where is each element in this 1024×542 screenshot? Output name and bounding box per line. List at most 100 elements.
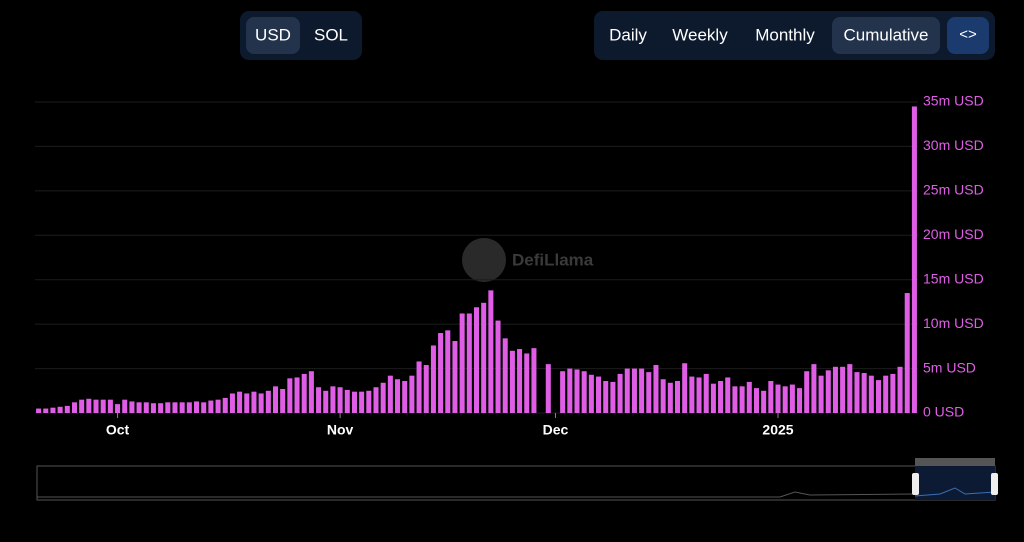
usd-button[interactable]: USD <box>255 25 291 44</box>
bar <box>237 391 243 413</box>
bar <box>251 391 257 413</box>
bar <box>753 388 759 413</box>
bar <box>445 330 451 413</box>
bar <box>861 373 867 413</box>
bar <box>804 371 810 413</box>
x-tick-label: Dec <box>543 422 569 438</box>
bar <box>560 371 566 413</box>
x-tick-label: Nov <box>327 422 354 438</box>
bar <box>904 293 910 413</box>
bar <box>732 386 738 413</box>
bar <box>344 389 350 413</box>
bar <box>294 377 300 413</box>
y-tick-label: 15m USD <box>923 270 984 286</box>
bar <box>789 384 795 413</box>
bar <box>459 313 465 413</box>
x-tick-label: 2025 <box>762 422 793 438</box>
bar <box>710 383 716 413</box>
bar <box>674 381 681 413</box>
bar <box>136 402 142 413</box>
bar <box>201 402 207 413</box>
brush-preview <box>37 491 916 498</box>
bar <box>610 381 616 413</box>
y-tick-label: 35m USD <box>923 93 984 109</box>
daily-button[interactable]: Daily <box>609 25 647 44</box>
y-tick-label: 20m USD <box>923 226 984 242</box>
bar <box>682 363 688 413</box>
bar <box>430 345 436 413</box>
bar <box>301 373 307 413</box>
active-bg <box>246 17 300 54</box>
bar <box>797 388 803 413</box>
bar <box>287 378 293 413</box>
bar <box>811 364 817 413</box>
bar <box>725 377 731 413</box>
bar <box>567 368 573 413</box>
bar <box>215 399 221 413</box>
brush-selection[interactable] <box>915 466 995 500</box>
sol-button[interactable]: SOL <box>314 25 348 44</box>
bar <box>208 400 214 413</box>
watermark: DefiLlama <box>512 250 594 269</box>
bar <box>71 402 77 413</box>
bar <box>782 386 788 413</box>
bar <box>531 348 537 413</box>
weekly-button[interactable]: Weekly <box>672 25 728 44</box>
bar <box>43 408 49 413</box>
bar <box>265 390 271 413</box>
y-tick-label: 30m USD <box>923 137 984 153</box>
bar <box>481 302 487 413</box>
bar <box>473 307 480 413</box>
embed-bg <box>947 17 989 54</box>
bar <box>272 386 279 413</box>
bar <box>36 408 42 413</box>
bar <box>229 393 235 413</box>
bar <box>186 402 192 413</box>
bar <box>653 365 659 413</box>
bar <box>825 370 831 413</box>
bar <box>380 382 386 413</box>
bar <box>143 402 149 413</box>
bar <box>373 387 379 413</box>
bar <box>768 381 774 413</box>
bar <box>746 381 752 413</box>
bar <box>308 371 314 413</box>
bar <box>703 373 709 413</box>
bar <box>524 353 530 413</box>
bar <box>890 373 896 413</box>
brush-handle[interactable] <box>912 473 919 495</box>
bar <box>509 350 515 413</box>
bar <box>495 320 501 413</box>
monthly-button[interactable]: Monthly <box>755 25 815 44</box>
watermark-logo <box>462 238 506 282</box>
bar <box>93 399 99 413</box>
bar <box>337 387 343 413</box>
cumulative-button[interactable]: Cumulative <box>843 25 928 44</box>
bar <box>596 376 602 413</box>
bar <box>624 368 630 413</box>
bar <box>883 375 889 413</box>
bar <box>847 364 853 413</box>
embed-button[interactable]: <> <box>959 26 977 43</box>
bar <box>739 386 745 413</box>
bar <box>57 406 63 413</box>
bar <box>868 375 874 413</box>
brush-handle[interactable] <box>991 473 998 495</box>
bar <box>660 379 666 413</box>
bar <box>244 393 250 413</box>
bar <box>452 341 458 413</box>
bar <box>588 374 594 413</box>
bar <box>897 366 903 413</box>
brush-handle-bar[interactable] <box>915 458 995 466</box>
x-tick-label: Oct <box>106 422 130 438</box>
bar <box>646 372 652 413</box>
bar <box>718 381 724 413</box>
bar <box>387 375 393 413</box>
bar <box>545 364 551 413</box>
bar <box>107 399 113 413</box>
bar <box>517 349 523 413</box>
bar <box>466 313 472 413</box>
bar <box>876 380 882 413</box>
